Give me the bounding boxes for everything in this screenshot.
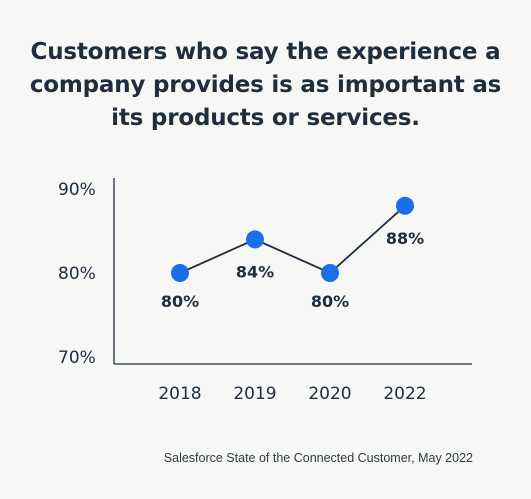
x-tick-label: 2020 (308, 384, 351, 404)
chart-title-line-1: Customers who say the experience a (30, 39, 501, 65)
data-label: 80% (311, 292, 349, 311)
data-label: 88% (386, 229, 424, 248)
chart-title-line-2: company provides is as important as (29, 72, 502, 98)
x-tick-label: 2019 (233, 384, 276, 404)
x-tick-label: 2018 (158, 384, 201, 404)
chart-title: Customers who say the experience a compa… (0, 36, 531, 135)
source-note: Salesforce State of the Connected Custom… (163, 451, 473, 465)
data-point (396, 196, 414, 215)
x-tick-label: 2022 (383, 384, 426, 404)
y-tick-label: 70% (58, 348, 96, 368)
chart-title-line-3: its products or services. (111, 105, 420, 131)
data-label: 84% (236, 262, 274, 281)
data-label: 80% (161, 292, 199, 311)
data-point (246, 230, 264, 249)
y-tick-label: 80% (58, 264, 96, 284)
data-point (321, 264, 339, 282)
data-point (171, 264, 189, 282)
y-tick-label: 90% (58, 180, 96, 200)
series-line (179, 205, 406, 275)
